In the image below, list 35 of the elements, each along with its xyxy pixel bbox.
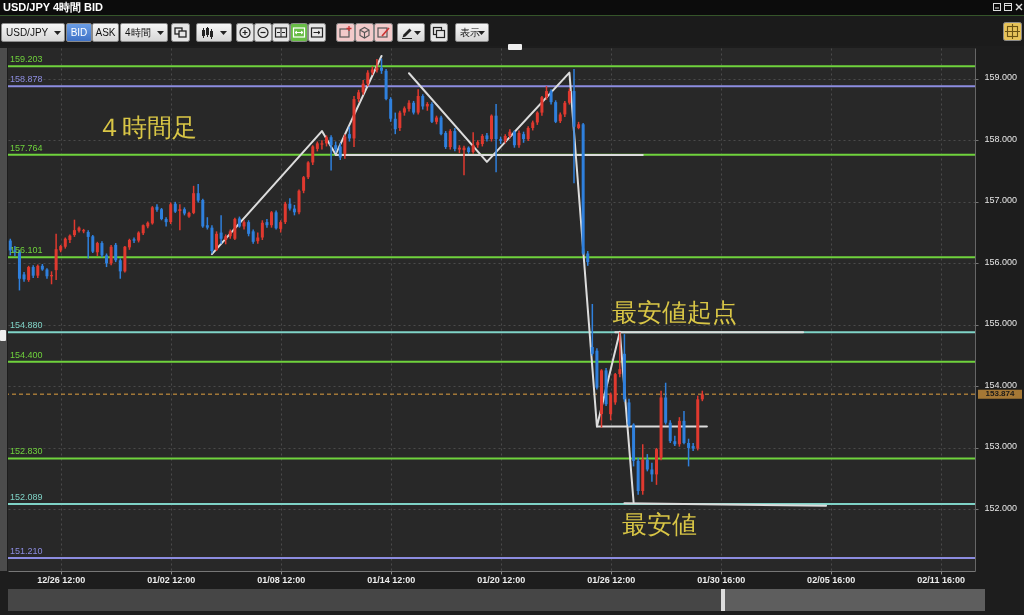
annotation: 最安値: [622, 509, 697, 538]
ref-line-label: 152.830: [10, 446, 43, 457]
x-tick-label: 02/05 16:00: [807, 574, 856, 585]
ref-line-label: 154.880: [10, 320, 43, 331]
x-tick-label: 12/26 12:00: [37, 574, 86, 585]
x-tick-label: 01/02 12:00: [147, 574, 196, 585]
x-tick-label: 02/11 16:00: [917, 574, 965, 585]
view-dropdown: 表示: [455, 23, 489, 42]
ref-line-label: 153.874: [985, 389, 1016, 399]
x-tick-label: 01/08 12:00: [257, 574, 306, 585]
ref-line-label: 151.210: [10, 546, 43, 557]
annotation: ４時間足: [97, 113, 197, 141]
ref-line-label: 152.089: [10, 491, 43, 502]
timeframe-dropdown: 4時間: [120, 23, 168, 42]
x-tick-label: 01/26 12:00: [587, 574, 636, 585]
y-tick-label: 155.000: [984, 318, 1018, 329]
ref-line-label: 154.400: [10, 349, 43, 360]
x-tick-label: 01/20 12:00: [477, 574, 526, 585]
y-tick-label: 156.000: [984, 256, 1018, 267]
x-tick-label: 01/30 16:00: [697, 574, 746, 585]
pair-dropdown: USD/JPY: [1, 23, 65, 42]
y-tick-label: 158.000: [984, 133, 1018, 144]
y-tick-label: 153.000: [984, 441, 1018, 452]
ask-button: ASK: [92, 23, 119, 42]
bid-button: BID: [66, 23, 92, 42]
y-tick-label: 157.000: [984, 195, 1018, 206]
y-tick-label: 154.000: [984, 379, 1018, 390]
chart-title: USD/JPY 4時間 BID: [3, 1, 104, 14]
ref-line-label: 158.878: [10, 74, 43, 85]
ref-line-label: 159.203: [10, 54, 43, 65]
annotation: 最安値起点: [612, 298, 737, 327]
ref-line-label: 157.764: [10, 142, 43, 153]
y-tick-label: 152.000: [984, 502, 1018, 513]
x-tick-label: 01/14 12:00: [367, 574, 416, 585]
y-tick-label: 159.000: [984, 72, 1018, 83]
